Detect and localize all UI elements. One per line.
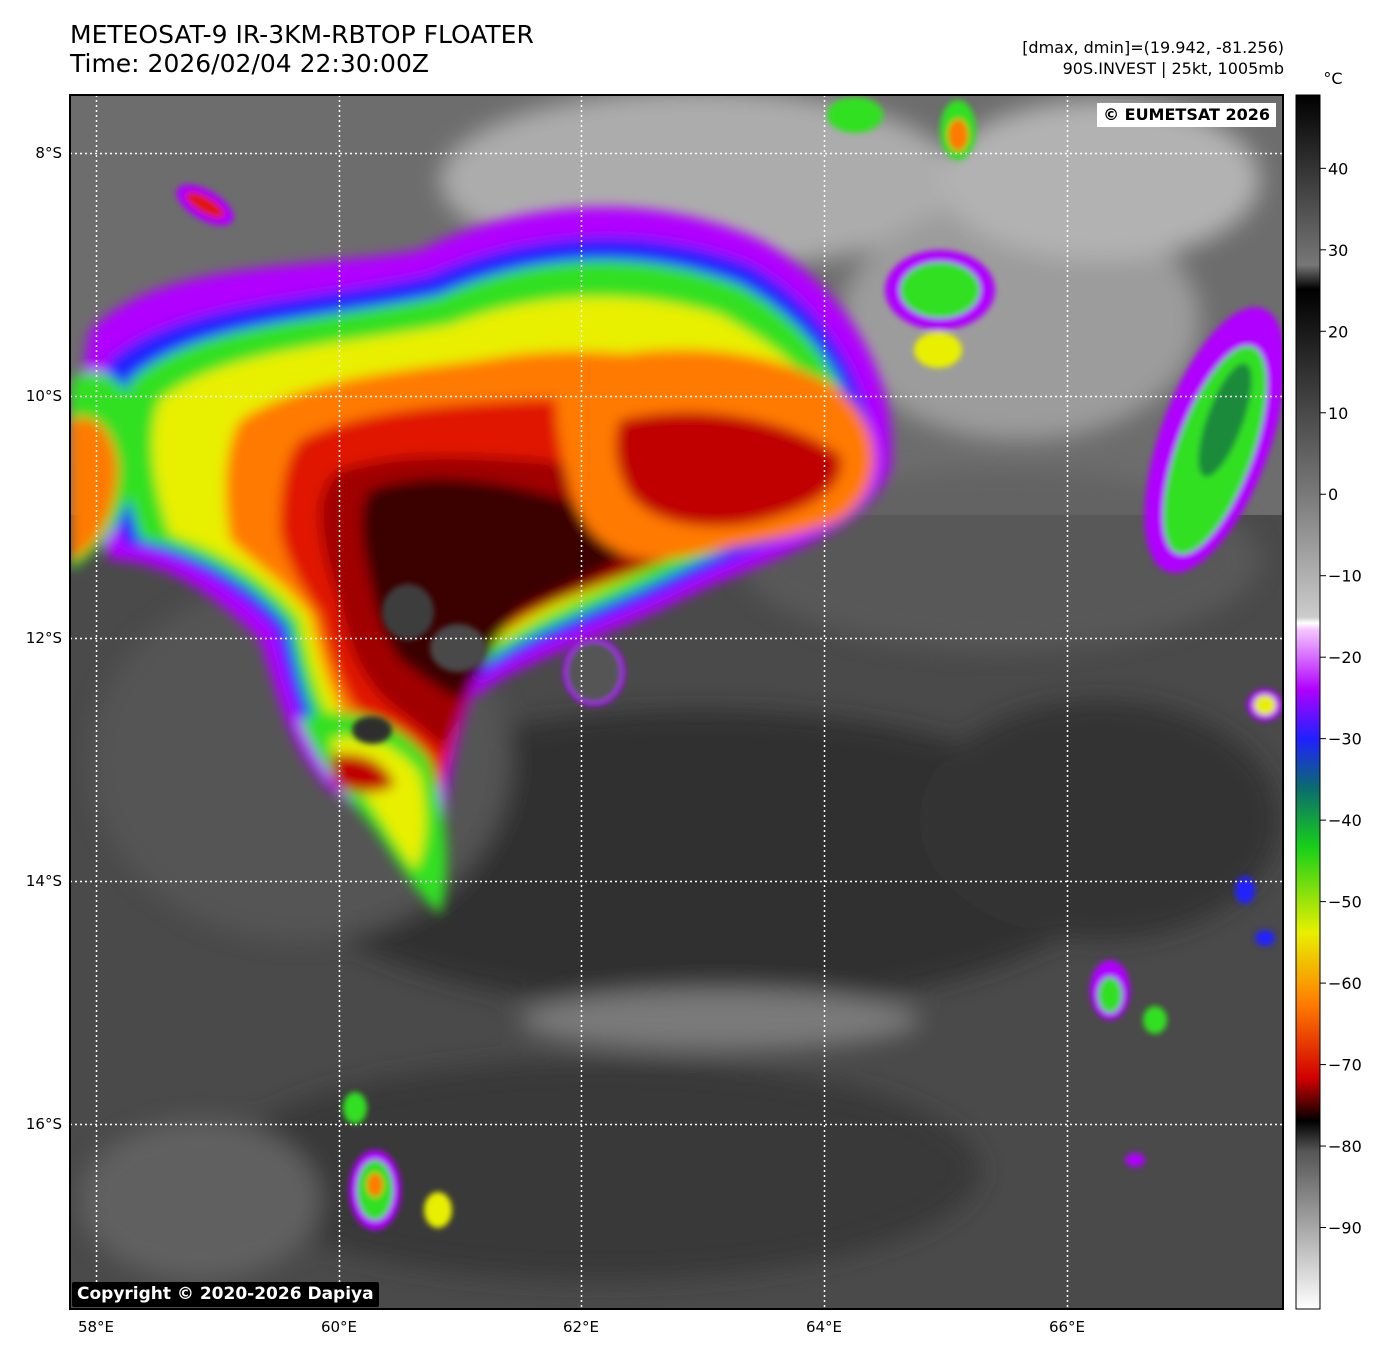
colorbar-tick-label: 30 [1328,241,1348,260]
lon-label-62e: 62°E [563,1318,599,1336]
colorbar-tick-label: −90 [1328,1219,1362,1238]
colorbar-tick-label: 10 [1328,404,1348,423]
colorbar-tick-label: 20 [1328,322,1348,341]
colorbar-tick-label: −30 [1328,730,1362,749]
lon-label-60e: 60°E [321,1318,357,1336]
colorbar-tick-label: −80 [1328,1137,1362,1156]
colorbar-tick-label: −70 [1328,1056,1362,1075]
lat-label-8s: 8°S [35,144,62,162]
copyright-badge: Copyright © 2020-2026 Dapiya [72,1282,379,1307]
colorbar-tick-label: −20 [1328,648,1362,667]
colorbar-tick-label: −50 [1328,893,1362,912]
title-line-2: Time: 2026/02/04 22:30:00Z [70,49,429,78]
lon-label-64e: 64°E [806,1318,842,1336]
colorbar-tick-label: −60 [1328,974,1362,993]
storm-name-text: 90S.INVEST | 25kt, 1005mb [1062,59,1284,78]
colorbar-gradient [1295,94,1321,1310]
colorbar-tick-label: −40 [1328,811,1362,830]
lat-label-16s: 16°S [26,1115,62,1133]
storm-info: [dmax, dmin]=(19.942, -81.256) 90S.INVES… [1022,37,1284,79]
colorbar-unit: °C [1323,69,1342,88]
lat-label-12s: 12°S [26,629,62,647]
eumetsat-badge: © EUMETSAT 2026 [1097,103,1276,127]
longitude-labels: 58°E 60°E 62°E 64°E 66°E [78,1318,1085,1336]
colorbar: °C 40 30 20 10 0 −10 −20 −30 −40 −50 −60 −70 −80 −90 [1295,69,1362,1310]
lon-label-66e: 66°E [1049,1318,1085,1336]
graticule [70,95,1283,1309]
colorbar-tick-label: −10 [1328,567,1362,586]
latitude-labels: 8°S 10°S 12°S 14°S 16°S [26,144,62,1133]
lon-label-58e: 58°E [78,1318,114,1336]
title-line-1: METEOSAT-9 IR-3KM-RBTOP FLOATER [70,20,534,49]
colorbar-tick-label: 40 [1328,159,1348,178]
map-title: METEOSAT-9 IR-3KM-RBTOP FLOATER Time: 20… [70,20,534,78]
data-range-text: [dmax, dmin]=(19.942, -81.256) [1022,38,1284,57]
map-frame [69,94,1284,1310]
colorbar-tick-label: 0 [1328,485,1338,504]
ir-imagery [70,95,1283,1309]
lat-label-10s: 10°S [26,387,62,405]
lat-label-14s: 14°S [26,872,62,890]
